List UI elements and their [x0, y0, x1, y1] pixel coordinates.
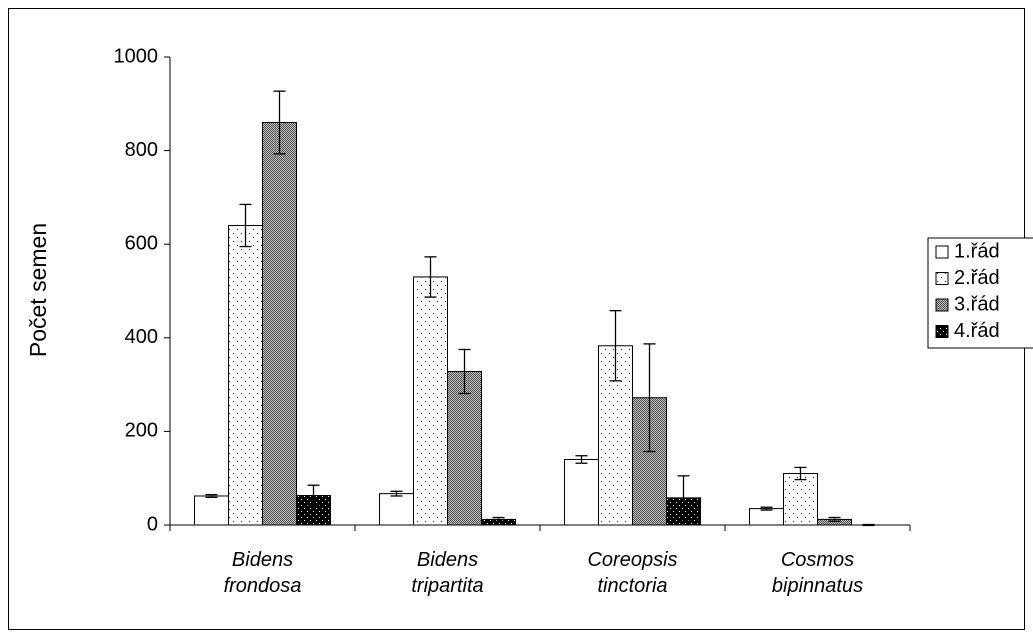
- y-tick-label: 200: [125, 420, 158, 442]
- y-tick-label: 0: [147, 513, 158, 535]
- legend-swatch: [935, 245, 949, 259]
- y-tick-label: 400: [125, 326, 158, 348]
- error-bar: [677, 475, 690, 521]
- x-tick-label: Bidens frondosa: [223, 549, 302, 597]
- bar: [783, 473, 818, 526]
- error-bar: [424, 256, 437, 298]
- x-tick-label: Bidens tripartita: [411, 549, 484, 597]
- bar: [194, 495, 229, 526]
- bar: [228, 224, 263, 526]
- y-tick-label: 600: [125, 232, 158, 254]
- y-tick-label: 800: [125, 139, 158, 161]
- bar: [749, 508, 784, 526]
- error-bar: [828, 516, 841, 522]
- bar: [262, 122, 297, 526]
- y-tick-label: 1000: [114, 45, 159, 67]
- bar: [447, 370, 482, 526]
- bar: [379, 493, 414, 526]
- error-bar: [273, 90, 286, 155]
- error-bar: [492, 516, 505, 522]
- frame: [8, 8, 1025, 630]
- legend-swatch: [935, 298, 949, 312]
- error-bar: [390, 490, 403, 497]
- error-bar: [458, 348, 471, 395]
- legend-label: 4.řád: [954, 320, 1000, 342]
- error-bar: [205, 493, 218, 499]
- error-bar: [862, 523, 875, 527]
- legend-swatch: [935, 325, 949, 338]
- error-bar: [609, 310, 622, 382]
- error-bar: [575, 455, 588, 464]
- bar: [564, 458, 599, 526]
- x-tick-label: Coreopsis tinctoria: [587, 549, 678, 597]
- legend-label: 2.řád: [954, 267, 1000, 289]
- legend-label: 3.řád: [954, 293, 1000, 315]
- error-bar: [760, 506, 773, 511]
- legend-swatch: [935, 272, 949, 285]
- error-bar: [643, 343, 656, 453]
- error-bar: [307, 484, 320, 507]
- bar: [413, 276, 448, 526]
- legend-label: 1.řád: [954, 240, 1000, 262]
- error-bar: [794, 466, 807, 481]
- error-bar: [239, 203, 252, 248]
- y-axis-label: Počet semen: [25, 223, 51, 357]
- x-tick-label: Cosmos bipinnatus: [771, 549, 864, 597]
